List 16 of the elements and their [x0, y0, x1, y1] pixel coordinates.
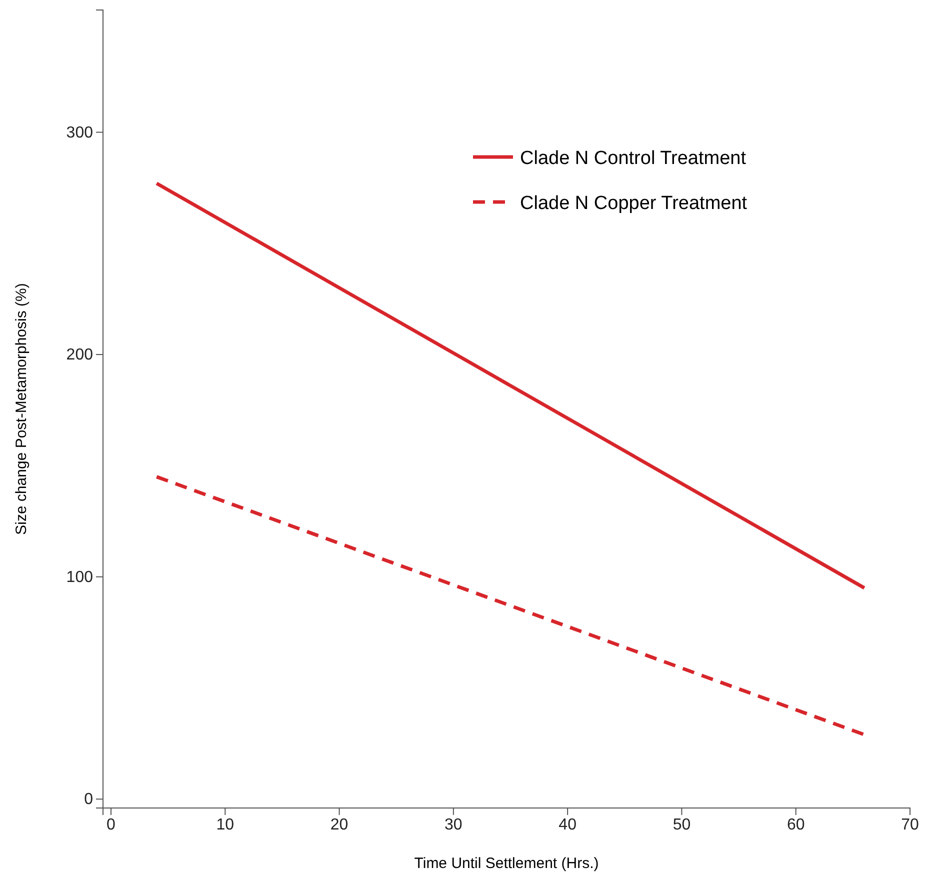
y-tick-label: 200	[66, 346, 94, 364]
x-axis-title: Time Until Settlement (Hrs.)	[414, 855, 599, 872]
y-tick-label: 0	[84, 791, 94, 808]
x-tick-label: 20	[330, 816, 348, 834]
x-tick-label: 0	[106, 816, 116, 834]
y-axis-title: Size change Post-Metamorphosis (%)	[13, 283, 30, 535]
legend-label: Clade N Copper Treatment	[520, 193, 748, 214]
y-tick-label: 100	[66, 568, 94, 586]
legend-label: Clade N Control Treatment	[520, 148, 747, 169]
y-tick-label: 300	[66, 124, 94, 142]
x-tick-label: 70	[901, 816, 919, 834]
x-tick-label: 60	[786, 816, 805, 834]
x-tick-label: 40	[558, 816, 577, 834]
x-tick-label: 50	[672, 816, 691, 834]
x-tick-label: 10	[216, 816, 234, 834]
x-tick-label: 30	[444, 816, 462, 834]
